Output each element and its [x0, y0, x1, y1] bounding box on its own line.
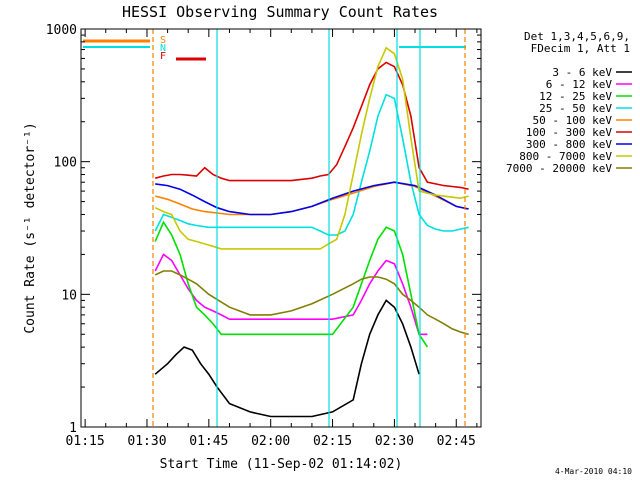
x-tick-label: 02:00 [251, 434, 290, 449]
x-tick-label: 01:30 [127, 434, 166, 449]
legend-label-3-6-kev: 3 - 6 keV [552, 66, 612, 79]
plot-frame [80, 28, 482, 428]
legend-label-7000-20000-kev: 7000 - 20000 keV [506, 162, 612, 175]
y-tick-label: 10 [61, 288, 77, 303]
legend-label-300-800-kev: 300 - 800 keV [526, 138, 612, 151]
y-ticks: 1 10 100 1000 [46, 23, 481, 436]
legend-header-line-2: FDecim 1, Att 1 [531, 42, 630, 55]
x-tick-label: 02:45 [437, 434, 476, 449]
series-line-50-100-kev [155, 181, 469, 216]
x-tick-label: 02:30 [375, 434, 414, 449]
series-line-12-25-kev [154, 220, 429, 348]
legend-label-800-7000-kev: 800 - 7000 keV [519, 150, 612, 163]
y-tick-label: 100 [54, 156, 77, 171]
series-line-3-6-kev [154, 299, 420, 418]
legend-label-25-50-kev: 25 - 50 keV [539, 102, 612, 115]
x-axis-label: Start Time (11-Sep-02 01:14:02) [160, 457, 403, 472]
y-tick-label: 1000 [46, 23, 77, 38]
x-tick-label: 01:15 [66, 434, 105, 449]
legend-label-12-25-kev: 12 - 25 keV [539, 90, 612, 103]
series-line-7000-20000-kev [154, 270, 469, 336]
legend-label-50-100-kev: 50 - 100 keV [533, 114, 613, 127]
legend-label-100-300-kev: 100 - 300 keV [526, 126, 612, 139]
chart-title: HESSI Observing Summary Count Rates [122, 3, 438, 21]
legend-header-line-1: Det 1,3,4,5,6,9, [524, 30, 630, 43]
series-line-300-800-kev [155, 181, 469, 216]
legend: Det 1,3,4,5,6,9, FDecim 1, Att 1 3 - 6 k… [506, 30, 632, 175]
series-layer [154, 46, 469, 418]
flag-marker-f: F [160, 51, 166, 62]
flag-markers: SNF [83, 29, 466, 427]
y-axis-label: Count Rate (s⁻¹ detector⁻¹) [23, 122, 38, 333]
x-ticks: 01:15 01:30 01:45 02:00 02:15 02:30 02:45 [66, 29, 478, 449]
footer-date: 4-Mar-2010 04:10 [555, 467, 632, 476]
series-line-100-300-kev [154, 61, 469, 190]
series-line-6-12-kev [154, 253, 428, 336]
flag-marker-s: S [160, 35, 166, 46]
series-line-25-50-kev [154, 93, 469, 236]
legend-label-6-12-kev: 6 - 12 keV [546, 78, 613, 91]
series-line-800-7000-kev [154, 46, 469, 250]
y-tick-label: 1 [69, 421, 77, 436]
flag-marker-n: N [160, 43, 166, 54]
x-tick-label: 01:45 [189, 434, 228, 449]
x-tick-label: 02:15 [313, 434, 352, 449]
